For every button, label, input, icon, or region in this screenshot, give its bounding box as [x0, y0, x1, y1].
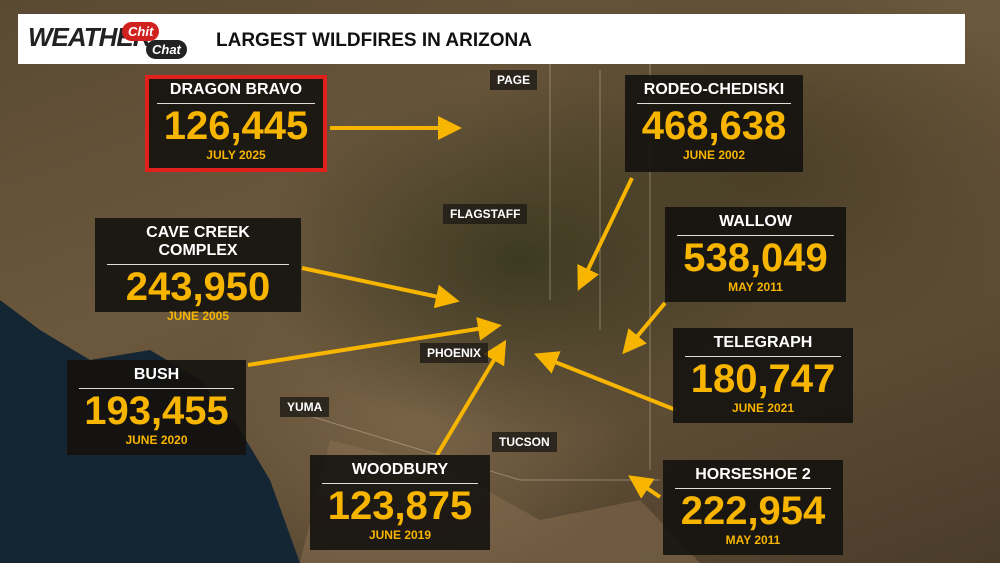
fire-card: DRAGON BRAVO 126,445 JULY 2025 — [145, 75, 327, 172]
fire-card: WOODBURY 123,875 JUNE 2019 — [310, 455, 490, 550]
arrow — [577, 177, 634, 291]
arrow — [301, 266, 460, 309]
fire-name: DRAGON BRAVO — [157, 81, 315, 104]
fire-date: JULY 2025 — [206, 148, 266, 162]
arrow-group — [247, 116, 677, 499]
fire-acres: 180,747 — [690, 357, 836, 401]
city-label: FLAGSTAFF — [443, 204, 528, 224]
city-label: PHOENIX — [420, 343, 489, 363]
arrow — [533, 351, 677, 412]
fire-acres: 538,049 — [683, 236, 828, 280]
fire-name: HORSESHOE 2 — [675, 466, 831, 489]
fire-name: WALLOW — [677, 213, 834, 236]
fire-card: BUSH 193,455 JUNE 2020 — [67, 360, 246, 455]
fire-acres: 468,638 — [641, 104, 787, 148]
fire-date: JUNE 2019 — [368, 528, 432, 542]
fire-date: JUNE 2021 — [731, 401, 795, 415]
fire-acres: 126,445 — [163, 104, 309, 148]
logo-chat: Chat — [146, 40, 187, 59]
fire-card: TELEGRAPH 180,747 JUNE 2021 — [673, 328, 853, 423]
city-label: YUMA — [280, 397, 330, 417]
fire-name: CAVE CREEK COMPLEX — [107, 224, 289, 265]
fire-acres: 123,875 — [327, 484, 473, 528]
arrow — [247, 317, 502, 367]
fire-name: TELEGRAPH — [685, 334, 841, 357]
fire-card: HORSESHOE 2 222,954 MAY 2011 — [663, 460, 843, 555]
fire-card: CAVE CREEK COMPLEX 243,950 JUNE 2005 — [95, 218, 301, 323]
fire-name: RODEO-CHEDISKI — [637, 81, 791, 104]
borders — [289, 50, 660, 481]
fire-acres: 222,954 — [680, 489, 826, 533]
fire-acres: 193,455 — [84, 389, 229, 433]
fire-acres: 243,950 — [125, 265, 271, 309]
fire-date: JUNE 2002 — [682, 148, 746, 162]
arrow — [435, 339, 507, 457]
fire-date: MAY 2011 — [725, 533, 781, 547]
arrow — [622, 301, 667, 355]
title: LARGEST WILDFIRES IN ARIZONA — [216, 30, 532, 51]
arrow — [628, 475, 662, 499]
fire-date: JUNE 2020 — [125, 433, 188, 447]
logo-chit: Chit — [122, 22, 160, 41]
fire-date: MAY 2011 — [728, 280, 783, 294]
fire-date: JUNE 2005 — [166, 309, 230, 323]
fire-card: RODEO-CHEDISKI 468,638 JUNE 2002 — [625, 75, 803, 172]
fire-name: WOODBURY — [322, 461, 478, 484]
fire-card: WALLOW 538,049 MAY 2011 — [665, 207, 846, 302]
city-label: PAGE — [490, 70, 538, 90]
city-label: TUCSON — [492, 432, 557, 452]
fire-name: BUSH — [79, 366, 234, 389]
header-bar: WEATHER Chit Chat LARGEST WILDFIRES IN A… — [18, 14, 965, 64]
